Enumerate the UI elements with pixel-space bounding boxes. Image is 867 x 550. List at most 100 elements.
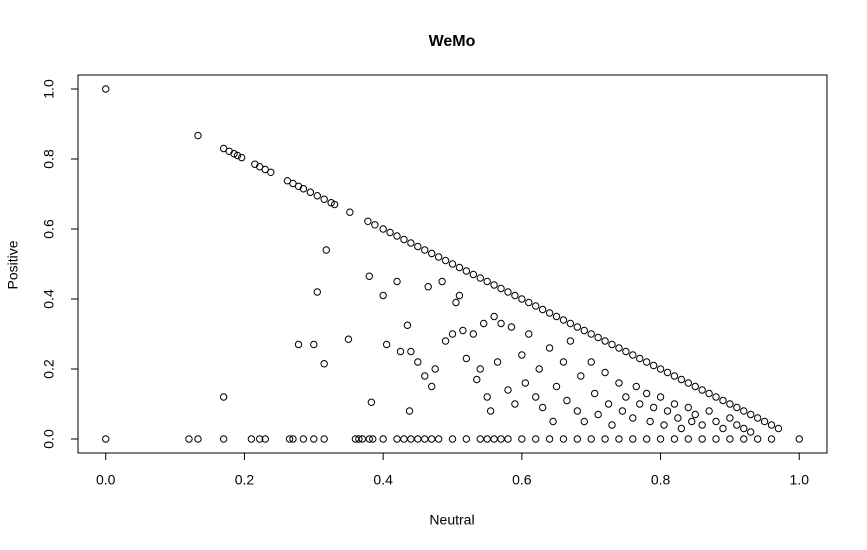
point xyxy=(649,403,658,412)
point xyxy=(379,291,387,300)
point xyxy=(452,298,460,307)
point xyxy=(476,274,484,282)
point xyxy=(358,435,367,443)
point xyxy=(795,435,803,443)
point xyxy=(587,435,595,443)
point xyxy=(310,435,318,443)
point xyxy=(518,295,526,303)
point xyxy=(660,421,668,429)
point xyxy=(462,267,471,275)
point xyxy=(705,389,713,398)
point xyxy=(663,407,672,415)
point xyxy=(320,360,328,368)
point xyxy=(393,277,401,286)
point xyxy=(538,403,547,412)
point xyxy=(774,424,783,433)
point xyxy=(379,225,387,233)
point xyxy=(566,319,575,328)
point xyxy=(427,435,436,443)
point xyxy=(421,372,429,380)
point xyxy=(545,344,554,352)
point xyxy=(455,263,464,272)
point xyxy=(497,319,505,328)
point xyxy=(369,435,377,443)
point xyxy=(405,407,414,415)
point xyxy=(573,407,582,415)
point xyxy=(421,246,429,254)
point xyxy=(497,435,505,443)
point xyxy=(538,305,547,314)
point xyxy=(559,435,568,443)
point xyxy=(632,382,640,391)
point xyxy=(493,358,502,366)
point xyxy=(102,435,110,443)
point xyxy=(622,347,630,356)
point xyxy=(367,398,376,406)
point xyxy=(608,340,616,349)
y-axis-label: Positive xyxy=(5,240,21,289)
point xyxy=(656,393,665,401)
point xyxy=(294,340,303,349)
point xyxy=(577,372,585,380)
point xyxy=(483,277,491,286)
point xyxy=(601,368,609,377)
point xyxy=(448,260,457,268)
point xyxy=(587,358,595,366)
point xyxy=(629,414,637,422)
point xyxy=(427,382,436,391)
point xyxy=(719,396,727,405)
point xyxy=(552,382,561,391)
point xyxy=(230,150,238,158)
point xyxy=(476,365,484,373)
point xyxy=(726,400,734,408)
point xyxy=(712,393,720,401)
point xyxy=(256,435,264,443)
point xyxy=(382,340,391,349)
point xyxy=(320,195,328,203)
point xyxy=(698,386,706,394)
point xyxy=(740,407,748,415)
point xyxy=(712,417,720,426)
point xyxy=(386,228,394,237)
point xyxy=(767,421,776,429)
point xyxy=(365,272,373,280)
x-tick-label: 0.4 xyxy=(373,472,393,488)
point xyxy=(525,330,533,338)
point xyxy=(691,410,699,419)
point xyxy=(504,386,512,394)
point xyxy=(469,270,478,279)
point xyxy=(636,400,644,408)
point xyxy=(705,407,713,415)
point xyxy=(674,414,682,422)
point xyxy=(719,424,727,433)
point xyxy=(677,424,686,433)
point xyxy=(407,347,415,356)
point xyxy=(448,330,457,338)
point xyxy=(573,435,582,443)
point xyxy=(532,393,540,401)
y-tick-label: 0.8 xyxy=(41,149,57,169)
point xyxy=(233,151,242,160)
point xyxy=(535,365,543,373)
point xyxy=(525,298,533,307)
point xyxy=(438,277,446,286)
point xyxy=(670,435,679,443)
x-tick-label: 0.8 xyxy=(651,472,671,488)
point xyxy=(760,417,769,426)
point xyxy=(448,435,457,443)
y-tick-label: 1.0 xyxy=(41,79,57,99)
point xyxy=(102,85,110,93)
x-tick-label: 0.6 xyxy=(512,472,532,488)
point xyxy=(656,435,665,443)
point xyxy=(601,435,609,443)
point xyxy=(580,417,588,426)
point xyxy=(480,319,488,328)
point xyxy=(521,379,530,387)
point xyxy=(261,435,269,443)
point xyxy=(490,281,498,289)
point xyxy=(677,375,686,384)
point xyxy=(400,435,408,443)
point xyxy=(504,435,512,443)
point xyxy=(740,424,748,433)
point xyxy=(622,393,630,401)
